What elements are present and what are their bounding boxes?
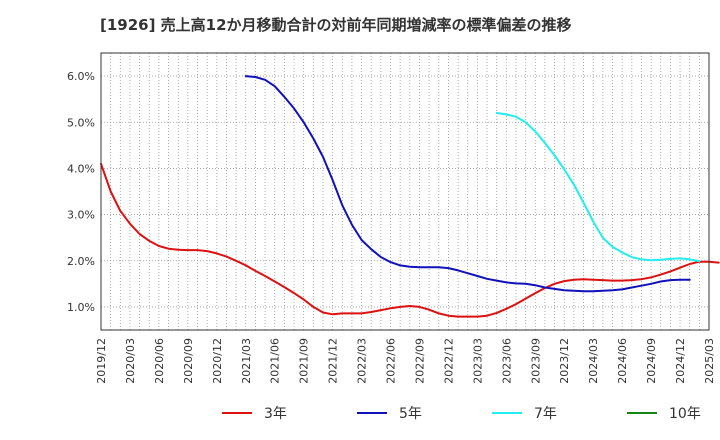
series-line-2: [495, 112, 701, 263]
x-tick-label: 2020/12: [211, 338, 224, 384]
legend-label: 3年: [264, 406, 287, 422]
x-tick-label: 2022/06: [385, 338, 398, 384]
x-tick-label: 2020/06: [153, 338, 166, 384]
x-tick-label: 2021/09: [298, 338, 311, 384]
legend-label: 7年: [534, 406, 557, 422]
chart-title: [1926] 売上高12か月移動合計の対前年同期増減率の標準偏差の推移: [100, 16, 572, 34]
y-tick-label: 4.0%: [67, 162, 95, 175]
x-tick-label: 2022/03: [356, 338, 369, 384]
x-tick-label: 2021/12: [327, 338, 340, 384]
x-tick-label: 2024/06: [616, 338, 629, 384]
y-tick-label: 2.0%: [67, 255, 95, 268]
x-tick-label: 2024/09: [645, 338, 658, 384]
legend-label: 5年: [399, 406, 422, 422]
x-tick-label: 2020/03: [124, 338, 137, 384]
x-tick-label: 2022/12: [442, 338, 455, 384]
x-tick-label: 2023/12: [558, 338, 571, 384]
x-tick-label: 2024/03: [587, 338, 600, 384]
x-tick-label: 2023/06: [500, 338, 513, 384]
x-tick-label: 2022/09: [413, 338, 426, 384]
x-tick-label: 2021/06: [269, 338, 282, 384]
series-line-0: [100, 162, 720, 318]
x-tick-label: 2025/03: [703, 338, 716, 384]
x-tick-label: 2019/12: [95, 338, 108, 384]
series-line-1: [244, 75, 691, 293]
x-tick-label: 2021/03: [240, 338, 253, 384]
x-tick-label: 2024/12: [674, 338, 687, 384]
x-tick-label: 2023/09: [529, 338, 542, 384]
y-tick-label: 3.0%: [67, 209, 95, 222]
plot-frame: [100, 52, 710, 331]
y-tick-label: 1.0%: [67, 301, 95, 314]
x-tick-label: 2023/03: [471, 338, 484, 384]
x-tick-label: 2020/09: [182, 338, 195, 384]
y-tick-label: 5.0%: [67, 116, 95, 129]
legend-label: 10年: [669, 406, 701, 422]
y-tick-label: 6.0%: [67, 70, 95, 83]
